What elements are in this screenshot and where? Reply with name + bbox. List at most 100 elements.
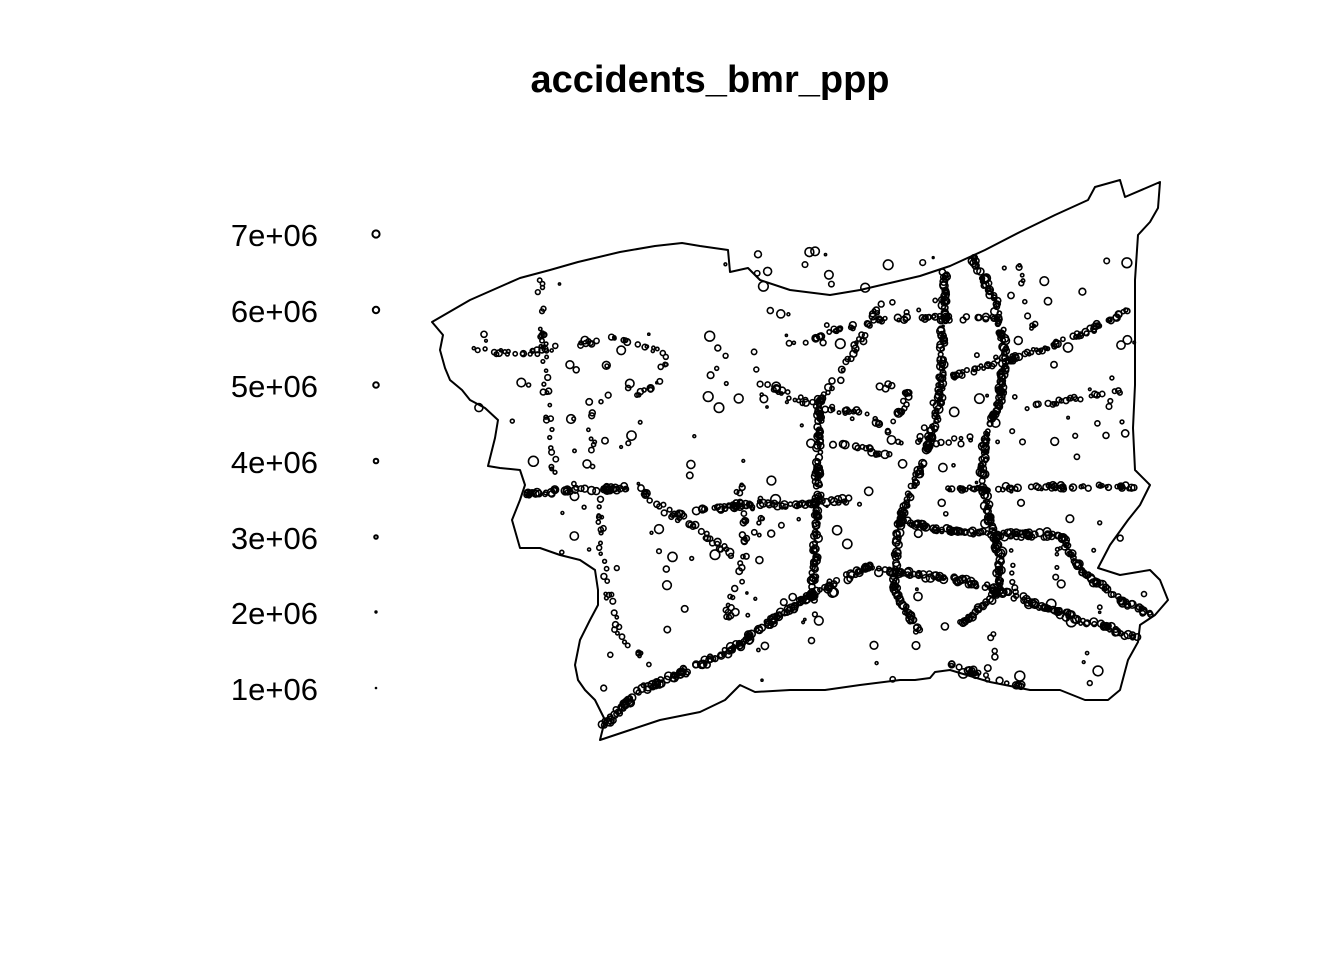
accident-point [1053, 339, 1062, 349]
accident-point [814, 417, 823, 425]
accident-point [697, 527, 706, 536]
accident-point [1127, 599, 1137, 609]
accident-point [907, 482, 915, 490]
accident-point [974, 313, 983, 322]
accident-point [986, 419, 994, 428]
accident-point [918, 570, 928, 579]
accident-point [698, 659, 708, 669]
accident-point [810, 531, 819, 540]
accident-point [902, 603, 910, 610]
accident-point [601, 360, 611, 370]
accident-point [723, 380, 729, 387]
accident-point [817, 587, 823, 593]
accident-point [795, 398, 802, 404]
accident-point [866, 444, 874, 453]
accident-point [903, 388, 912, 397]
accident-point [680, 512, 688, 520]
accident-point [625, 698, 636, 708]
accident-point [1066, 415, 1071, 420]
accident-point [1056, 484, 1066, 493]
accident-point [979, 485, 985, 492]
accident-point [540, 344, 546, 350]
accident-point [603, 591, 608, 597]
accident-point [894, 552, 902, 560]
accident-point [1006, 484, 1011, 490]
accident-point [760, 678, 764, 683]
accident-point [750, 528, 758, 536]
accident-point [1024, 406, 1030, 412]
accident-point [982, 672, 990, 679]
accident-point [638, 650, 644, 656]
accident-point [1035, 348, 1043, 356]
accident-point [482, 346, 488, 352]
accident-point [600, 684, 608, 692]
accident-point [1146, 609, 1153, 616]
accident-point [685, 471, 694, 480]
accident-point [721, 503, 728, 509]
accident-point [1018, 280, 1025, 287]
accident-point [726, 503, 733, 509]
accident-point [750, 348, 758, 356]
accident-point [572, 366, 580, 374]
accident-point [948, 485, 956, 493]
accident-point [612, 706, 620, 713]
accident-point [1118, 596, 1128, 606]
accident-point [837, 493, 848, 504]
accident-point [731, 639, 741, 649]
accident-point [872, 452, 879, 458]
accident-point [864, 411, 870, 417]
legend-label: 2e+06 [231, 596, 318, 631]
accident-point [893, 313, 902, 322]
accident-point [799, 596, 807, 604]
accident-point [819, 338, 827, 347]
accident-point [1039, 276, 1050, 287]
accident-point [942, 297, 951, 306]
accident-point [805, 438, 816, 449]
accident-point [893, 530, 901, 539]
accident-point [856, 501, 863, 507]
accident-point [827, 280, 835, 288]
accident-point [859, 337, 868, 346]
accident-point [1102, 431, 1110, 440]
accident-point [646, 332, 651, 337]
accident-point [733, 393, 744, 404]
accident-point [813, 410, 823, 420]
accident-point [936, 355, 943, 362]
accident-point [1072, 432, 1079, 439]
accident-point [995, 676, 1004, 685]
accident-point [911, 482, 918, 489]
accident-point [775, 309, 786, 319]
accident-point [725, 547, 735, 557]
accident-point [899, 397, 907, 405]
accident-point [812, 335, 820, 342]
accident-point [654, 346, 660, 352]
accident-point [1014, 681, 1023, 690]
accident-point [569, 531, 580, 541]
accident-point [677, 509, 686, 519]
accident-point [850, 341, 859, 350]
accident-point [547, 402, 553, 408]
accident-point [912, 623, 922, 633]
accident-point [981, 273, 992, 284]
accident-point [1010, 595, 1018, 602]
accident-point [1087, 574, 1097, 584]
accident-point [660, 509, 668, 517]
accident-point [1009, 489, 1014, 494]
accident-point [940, 339, 949, 347]
accident-point [807, 636, 816, 645]
accident-point [1054, 564, 1060, 570]
accident-point [858, 331, 865, 339]
accident-point [614, 614, 620, 620]
accident-point [654, 380, 659, 385]
accident-point [621, 701, 630, 710]
accident-point [1070, 614, 1080, 624]
accident-point [753, 596, 758, 601]
accident-point [996, 310, 1003, 316]
accident-point [1011, 355, 1017, 361]
accident-point [970, 368, 978, 376]
accident-point [1019, 592, 1028, 601]
accident-point [624, 642, 631, 649]
accident-point [741, 517, 748, 524]
accident-point [756, 380, 764, 388]
accident-point [1092, 322, 1101, 331]
